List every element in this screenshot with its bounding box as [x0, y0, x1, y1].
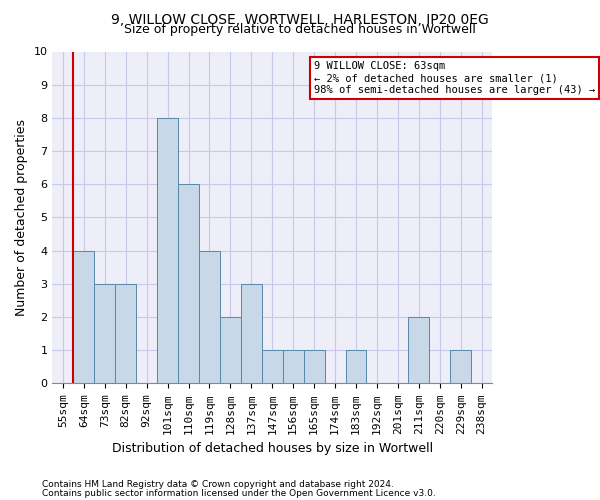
- Y-axis label: Number of detached properties: Number of detached properties: [15, 119, 28, 316]
- Bar: [450, 350, 471, 384]
- Bar: [157, 118, 178, 384]
- Text: 9, WILLOW CLOSE, WORTWELL, HARLESTON, IP20 0EG: 9, WILLOW CLOSE, WORTWELL, HARLESTON, IP…: [111, 12, 489, 26]
- Bar: [241, 284, 262, 384]
- Bar: [304, 350, 325, 384]
- Text: Size of property relative to detached houses in Wortwell: Size of property relative to detached ho…: [124, 22, 476, 36]
- Bar: [199, 250, 220, 384]
- Text: Contains public sector information licensed under the Open Government Licence v3: Contains public sector information licen…: [42, 488, 436, 498]
- Bar: [409, 317, 429, 384]
- Bar: [220, 317, 241, 384]
- Bar: [94, 284, 115, 384]
- Bar: [283, 350, 304, 384]
- Bar: [346, 350, 367, 384]
- Bar: [73, 250, 94, 384]
- X-axis label: Distribution of detached houses by size in Wortwell: Distribution of detached houses by size …: [112, 442, 433, 455]
- Bar: [115, 284, 136, 384]
- Text: Contains HM Land Registry data © Crown copyright and database right 2024.: Contains HM Land Registry data © Crown c…: [42, 480, 394, 489]
- Bar: [262, 350, 283, 384]
- Text: 9 WILLOW CLOSE: 63sqm
← 2% of detached houses are smaller (1)
98% of semi-detach: 9 WILLOW CLOSE: 63sqm ← 2% of detached h…: [314, 62, 595, 94]
- Bar: [178, 184, 199, 384]
